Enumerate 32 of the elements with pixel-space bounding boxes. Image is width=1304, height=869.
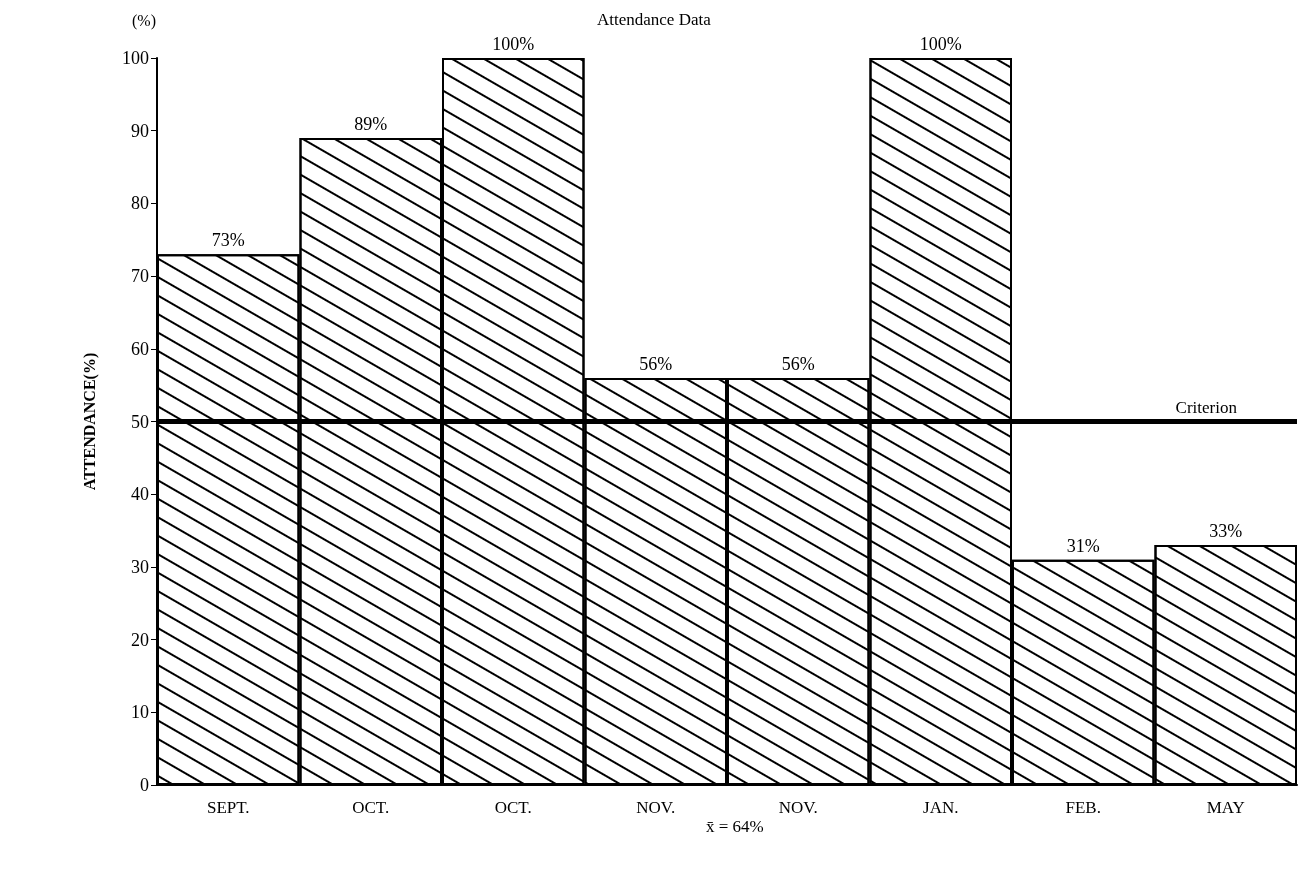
data-label: 100% — [492, 34, 535, 54]
data-label: 56% — [639, 353, 673, 374]
y-tick-label: 50 — [131, 411, 149, 432]
x-tick-label: NOV. — [778, 798, 818, 817]
y-tick-label: 60 — [131, 338, 149, 359]
x-tick-label: OCT. — [494, 798, 532, 817]
ref-line-label: Criterion — [1175, 397, 1238, 417]
y-tick-label: 40 — [131, 484, 149, 505]
x-tick-label: FEB. — [1065, 798, 1101, 817]
y-tick-label: 70 — [131, 266, 149, 287]
text: (%) — [132, 11, 156, 30]
y-axis-title: ATTENDANCE(%) — [80, 352, 99, 491]
y-tick-label: 30 — [131, 556, 149, 577]
y-tick-label: 100 — [122, 48, 149, 68]
data-label: 56% — [781, 353, 815, 374]
y-tick-label: 20 — [131, 629, 149, 650]
y-tick-label: 80 — [131, 193, 149, 214]
data-label: 33% — [1209, 521, 1243, 542]
data-label: 73% — [211, 230, 245, 251]
y-tick-label: 0 — [140, 775, 149, 795]
x-tick-label: NOV. — [636, 798, 676, 817]
x-tick-label: JAN. — [923, 798, 959, 817]
text: x̄ = 64% — [706, 817, 764, 836]
y-tick-label: 90 — [131, 120, 149, 141]
data-label: 100% — [919, 34, 962, 54]
data-label: 89% — [354, 113, 388, 134]
x-tick-label: MAY — [1206, 798, 1245, 817]
data-label: 31% — [1066, 535, 1100, 556]
x-tick-label: OCT. — [352, 798, 390, 817]
x-tick-label: SEPT. — [206, 798, 250, 817]
y-tick-label: 10 — [131, 702, 149, 723]
chart-title: Attendance Data — [597, 10, 712, 29]
